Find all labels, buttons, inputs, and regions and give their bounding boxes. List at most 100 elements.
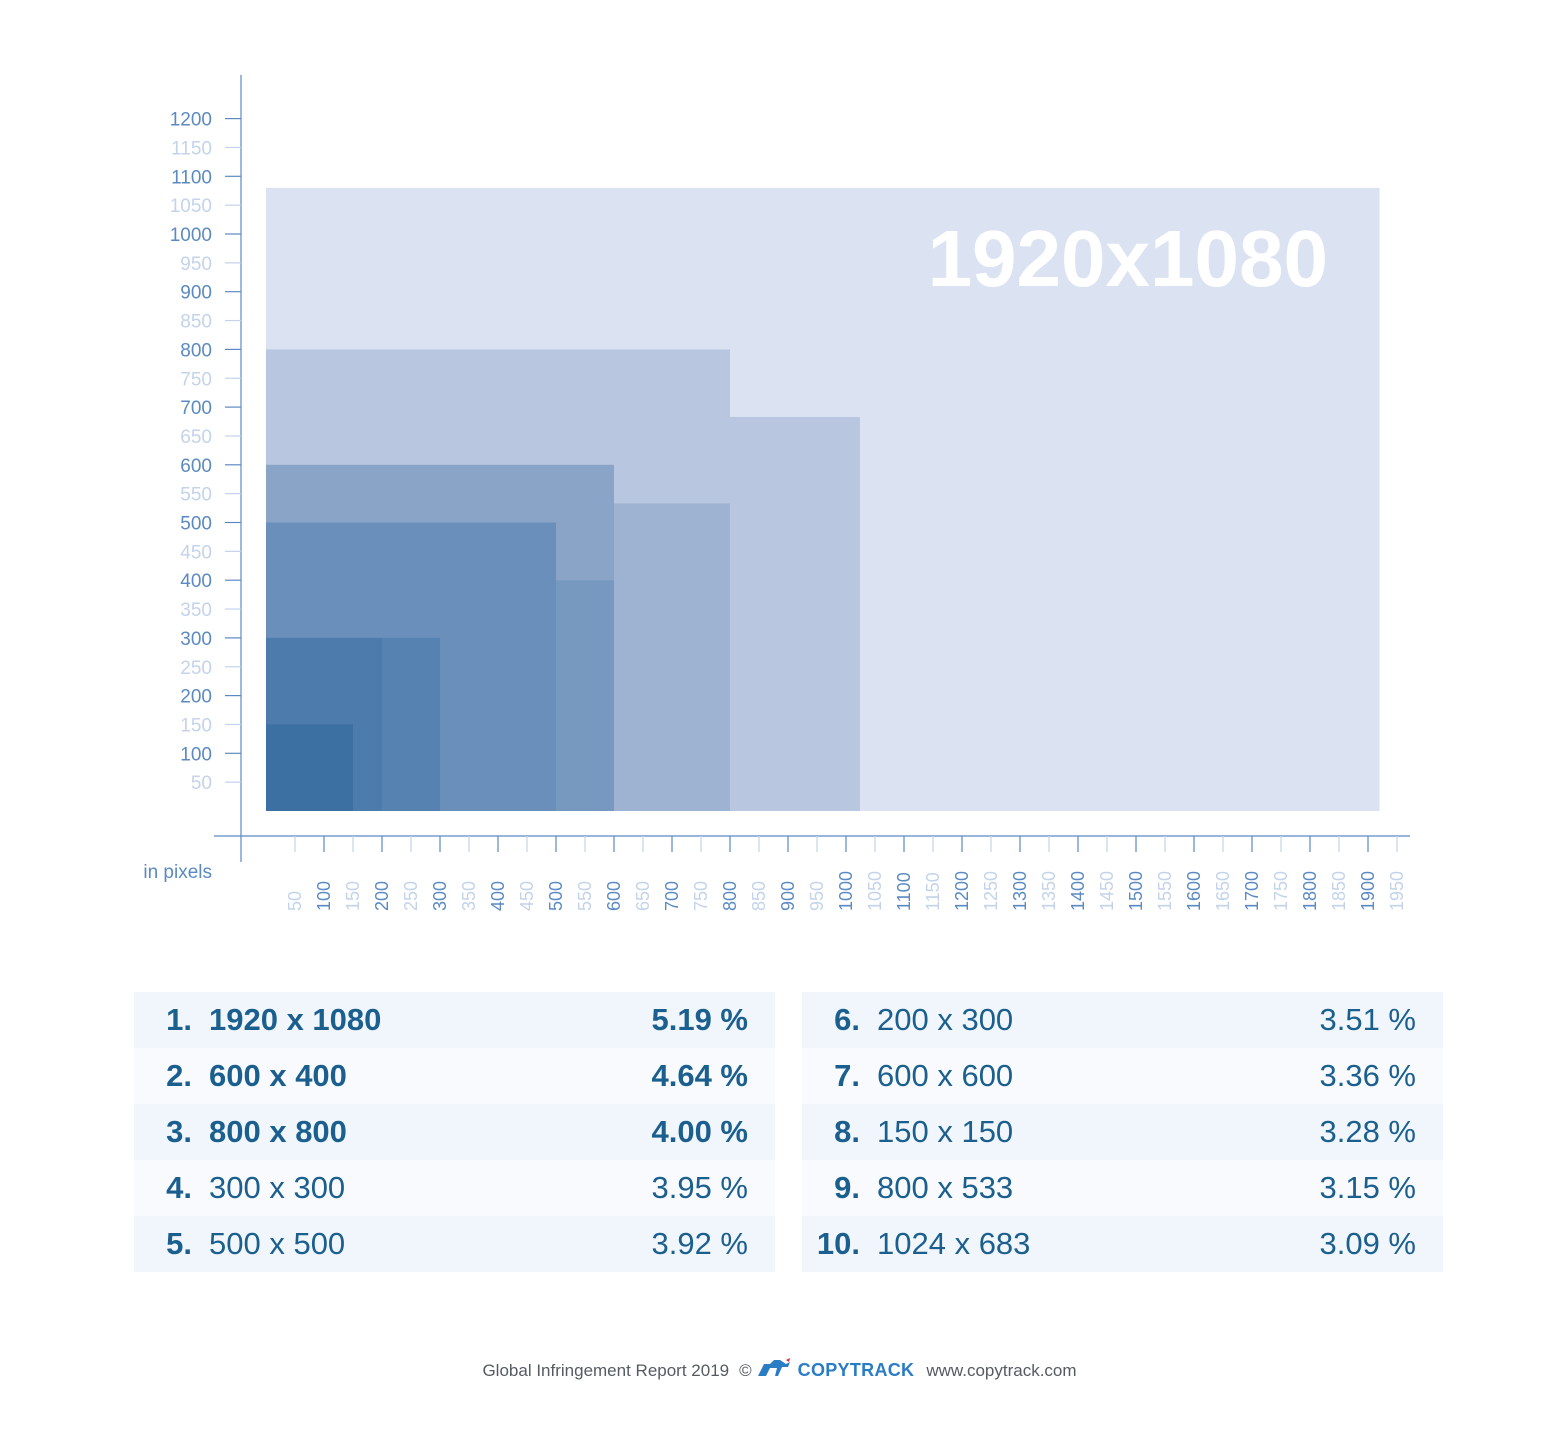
y-tick-label: 250: [180, 658, 212, 679]
x-tick-label: 650: [633, 881, 653, 911]
resolution-rectangles: [266, 187, 1380, 812]
x-tick-label: 1700: [1242, 871, 1262, 911]
ranking-number: 2.: [166, 1058, 192, 1093]
ranking-resolution: 1024 x 683: [877, 1226, 1031, 1261]
ranking-percent: 4.00 %: [651, 1114, 748, 1149]
x-tick-label: 1050: [865, 871, 885, 911]
x-tick-label: 1900: [1358, 871, 1378, 911]
ranking-table-right: 6. 200 x 300 3.51 % 7. 600 x 600 3.36 % 8. 150 …: [802, 992, 1443, 1272]
ranking-percent: 3.92 %: [651, 1226, 748, 1261]
footer-report-title: Global Infringement Report 2019: [482, 1360, 730, 1380]
ranking-row: 5. 500 x 500 3.92 %: [134, 1216, 775, 1272]
ranking-number: 7.: [834, 1058, 860, 1093]
ranking-resolution: 500 x 500: [209, 1226, 346, 1261]
x-tick-label: 1550: [1155, 871, 1175, 911]
x-tick-label: 1000: [836, 871, 856, 911]
x-tick-label: 1650: [1213, 871, 1233, 911]
x-tick-label: 1100: [894, 872, 914, 911]
ranking-percent: 4.64 %: [651, 1058, 748, 1093]
ranking-number: 5.: [166, 1226, 192, 1261]
ranking-resolution: 800 x 533: [877, 1170, 1014, 1205]
x-tick-label: 1500: [1126, 871, 1146, 911]
y-tick-label: 850: [180, 312, 212, 333]
x-tick-label: 900: [778, 881, 798, 911]
y-tick-label: 50: [191, 773, 212, 794]
ranking-percent: 3.15 %: [1319, 1170, 1416, 1205]
ranking-percent: 3.95 %: [651, 1170, 748, 1205]
ranking-row: 1. 1920 x 1080 5.19 %: [134, 992, 775, 1048]
x-tick-label: 150: [343, 881, 363, 911]
x-tick-label: 750: [691, 881, 711, 911]
x-tick-label: 1150: [923, 872, 943, 911]
ranking-row: 3. 800 x 800 4.00 %: [134, 1104, 775, 1160]
highlight-resolution-label: 1920x1080: [928, 214, 1328, 303]
x-tick-label: 1450: [1097, 871, 1117, 911]
y-tick-label: 150: [180, 715, 212, 736]
ranking-resolution: 150 x 150: [877, 1114, 1014, 1149]
ranking-resolution: 600 x 600: [877, 1058, 1014, 1093]
x-tick-label: 1250: [981, 871, 1001, 911]
x-tick-label: 1750: [1271, 871, 1291, 911]
ranking-row: 4. 300 x 300 3.95 %: [134, 1160, 775, 1216]
y-tick-label: 800: [180, 340, 212, 361]
x-tick-label: 1850: [1329, 871, 1349, 911]
y-tick-label: 100: [180, 744, 212, 765]
x-tick-labels: 50 100 150 200 250 300 350 400 450 500 550 600 650 70…: [285, 836, 1407, 911]
y-tick-label: 750: [180, 369, 212, 390]
ranking-row: 10. 1024 x 683 3.09 %: [802, 1216, 1443, 1272]
x-tick-label: 1300: [1010, 871, 1030, 911]
x-tick-label: 950: [807, 881, 827, 911]
x-tick-label: 700: [662, 881, 682, 911]
y-tick-label: 300: [180, 629, 212, 650]
x-tick-label: 800: [720, 881, 740, 911]
x-tick-label: 1950: [1387, 871, 1407, 911]
x-tick-label: 350: [459, 881, 479, 911]
copytrack-dog-icon: [756, 1358, 792, 1383]
y-tick-label: 350: [180, 600, 212, 621]
ranking-row: 6. 200 x 300 3.51 %: [802, 992, 1443, 1048]
chart-axes: [214, 75, 1410, 862]
ranking-row: 8. 150 x 150 3.28 %: [802, 1104, 1443, 1160]
y-tick-label: 1050: [170, 196, 212, 217]
unit-label: in pixels: [143, 862, 212, 883]
ranking-resolution: 300 x 300: [209, 1170, 346, 1205]
x-tick-label: 300: [430, 881, 450, 911]
y-tick-label: 1150: [171, 138, 212, 159]
y-tick-label: 1000: [170, 225, 212, 246]
ranking-number: 8.: [834, 1114, 860, 1149]
y-tick-label: 1100: [171, 167, 212, 188]
ranking-resolution: 1920 x 1080: [209, 1002, 382, 1037]
ranking-resolution: 800 x 800: [209, 1114, 347, 1149]
ranking-percent: 3.09 %: [1319, 1226, 1416, 1261]
x-tick-label: 500: [546, 881, 566, 911]
x-tick-label: 100: [314, 881, 334, 911]
brand-name: COPYTRACK: [797, 1360, 915, 1380]
y-tick-label: 1200: [170, 110, 212, 131]
x-tick-label: 1350: [1039, 871, 1059, 911]
x-tick-label: 1600: [1184, 871, 1204, 911]
ranking-percent: 3.28 %: [1319, 1114, 1416, 1149]
y-tick-label: 500: [180, 514, 212, 535]
x-tick-label: 1400: [1068, 871, 1088, 911]
copyright-symbol: ©: [739, 1360, 752, 1380]
ranking-number: 4.: [166, 1170, 192, 1205]
ranking-percent: 5.19 %: [651, 1002, 748, 1037]
resolution-rect-150x150: [266, 724, 353, 811]
x-tick-label: 250: [401, 881, 421, 911]
ranking-row: 2. 600 x 400 4.64 %: [134, 1048, 775, 1104]
ranking-number: 9.: [834, 1170, 860, 1205]
ranking-row: 7. 600 x 600 3.36 %: [802, 1048, 1443, 1104]
y-tick-labels: 50 100 150 200 250 300 350 400 450 500 550 600 650 70…: [170, 110, 241, 794]
x-tick-label: 450: [517, 881, 537, 911]
y-tick-label: 450: [180, 542, 212, 563]
y-tick-label: 950: [180, 254, 212, 275]
x-tick-label: 400: [488, 881, 508, 911]
x-tick-label: 550: [575, 881, 595, 911]
ranking-resolution: 600 x 400: [209, 1058, 347, 1093]
ranking-number: 6.: [834, 1002, 860, 1037]
y-tick-label: 550: [180, 485, 212, 506]
ranking-percent: 3.51 %: [1319, 1002, 1416, 1037]
ranking-number: 1.: [166, 1002, 192, 1037]
x-tick-label: 600: [604, 881, 624, 911]
website-link[interactable]: www.copytrack.com: [926, 1360, 1077, 1380]
